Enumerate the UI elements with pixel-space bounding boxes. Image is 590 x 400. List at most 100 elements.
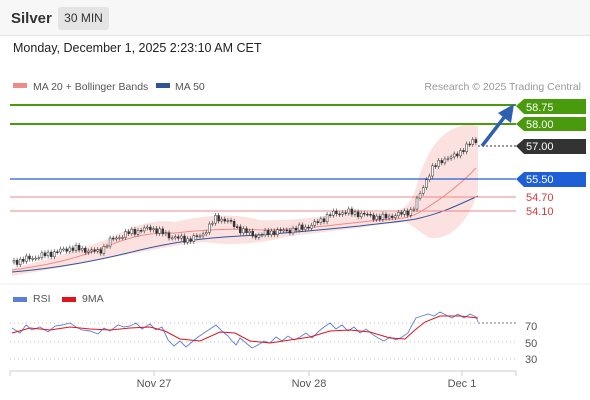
price-tag-58.75: 58.75: [516, 99, 586, 114]
candle-body: [328, 214, 332, 216]
rsi-tick-30: 30: [525, 354, 537, 366]
candle-body: [142, 227, 146, 232]
candle-body: [366, 213, 369, 216]
candle-body: [232, 220, 236, 227]
candle-body: [437, 160, 440, 167]
ma50-legend-swatch: [156, 83, 170, 88]
chart-timestamp: Monday, December 1, 2025 2:23:10 AM CET: [13, 41, 262, 55]
candle-body: [186, 238, 189, 243]
timeframe-badge[interactable]: 30 MIN: [58, 7, 109, 30]
candle-body: [71, 247, 75, 251]
price-tag-58.00: 58.00: [516, 117, 586, 131]
candle-body: [28, 255, 31, 260]
candle-body: [425, 179, 428, 188]
candle-body: [378, 215, 382, 220]
candle-body: [198, 235, 202, 238]
candle-body: [37, 257, 41, 260]
candle-body: [313, 221, 316, 226]
candle-body: [22, 258, 25, 262]
candle-body: [341, 212, 344, 215]
rsi-legend-swatch: [13, 297, 27, 302]
rsi-tick-50: 50: [525, 338, 537, 350]
candle-body: [456, 153, 459, 157]
candle-body: [180, 235, 183, 239]
price-tag-55.50: 55.50: [516, 172, 586, 187]
candle-body: [56, 251, 59, 253]
candle-body: [68, 247, 72, 252]
candle-body: [307, 226, 310, 229]
x-tick-dec-1: Dec 1: [448, 378, 477, 390]
forecast-arrow-head: [498, 104, 514, 123]
candle-body: [338, 213, 341, 216]
candle-body: [65, 248, 68, 252]
candle-body: [282, 229, 285, 232]
candle-body: [90, 249, 93, 252]
candle-body: [285, 229, 289, 232]
candle-body: [53, 251, 56, 257]
candle-body: [421, 187, 425, 194]
candle-body: [87, 250, 90, 253]
candle-body: [111, 237, 115, 240]
candle-body: [353, 211, 357, 215]
candle-body: [359, 212, 363, 218]
candle-body: [146, 226, 149, 229]
forecast-arrow-shaft: [480, 113, 508, 148]
price-label-54.70: 54.70: [526, 192, 554, 204]
candle-body: [121, 237, 124, 239]
candle-body: [136, 230, 140, 235]
svg-text:58.00: 58.00: [526, 119, 554, 131]
candle-body: [350, 208, 354, 215]
candle-body: [297, 224, 301, 231]
candle-body: [239, 226, 242, 234]
candle-body: [34, 257, 37, 260]
candle-body: [279, 229, 282, 231]
candle-body: [468, 143, 471, 146]
candle-body: [400, 212, 403, 215]
candle-body: [266, 230, 270, 236]
candle-body: [304, 226, 307, 230]
candle-body: [115, 237, 118, 240]
candle-body: [124, 231, 127, 238]
candle-body: [211, 222, 214, 225]
candle-body: [273, 230, 276, 235]
rsi-ma-line: [11, 315, 479, 344]
candle-body: [158, 228, 161, 234]
candle-body: [226, 220, 230, 222]
candle-body: [15, 259, 19, 265]
candle-body: [332, 210, 335, 216]
candle-body: [406, 210, 409, 216]
candle-body: [384, 213, 388, 219]
candle-body: [276, 229, 279, 235]
candle-body: [446, 158, 450, 160]
candle-body: [155, 228, 158, 234]
candle-body: [263, 230, 267, 236]
candle-body: [443, 158, 447, 164]
bollinger-band-area: [12, 124, 478, 276]
candle-body: [474, 139, 478, 143]
candle-body: [220, 218, 223, 222]
candle-body: [173, 236, 177, 239]
candle-body: [245, 228, 248, 233]
candle-body: [149, 226, 152, 231]
ma20-legend-label: MA 20 + Bollinger Bands: [33, 81, 148, 93]
rsi-legend-label: RSI: [33, 293, 51, 305]
candle-body: [195, 235, 199, 237]
candle-body: [375, 215, 378, 220]
price-label-54.10: 54.10: [526, 206, 554, 218]
candle-body: [254, 235, 258, 238]
rsi-line: [11, 311, 479, 349]
candle-body: [248, 230, 251, 233]
candle-body: [152, 228, 155, 231]
candle-body: [214, 215, 217, 224]
candle-body: [449, 156, 453, 159]
candle-body: [459, 150, 462, 157]
candle-body: [25, 255, 28, 262]
candle-body: [428, 175, 431, 181]
candle-body: [108, 237, 112, 247]
candle-body: [235, 226, 239, 228]
candle-body: [412, 208, 416, 211]
candle-body: [397, 212, 400, 216]
candle-body: [291, 227, 295, 234]
price-tag-57.00: 57.00: [516, 139, 586, 154]
